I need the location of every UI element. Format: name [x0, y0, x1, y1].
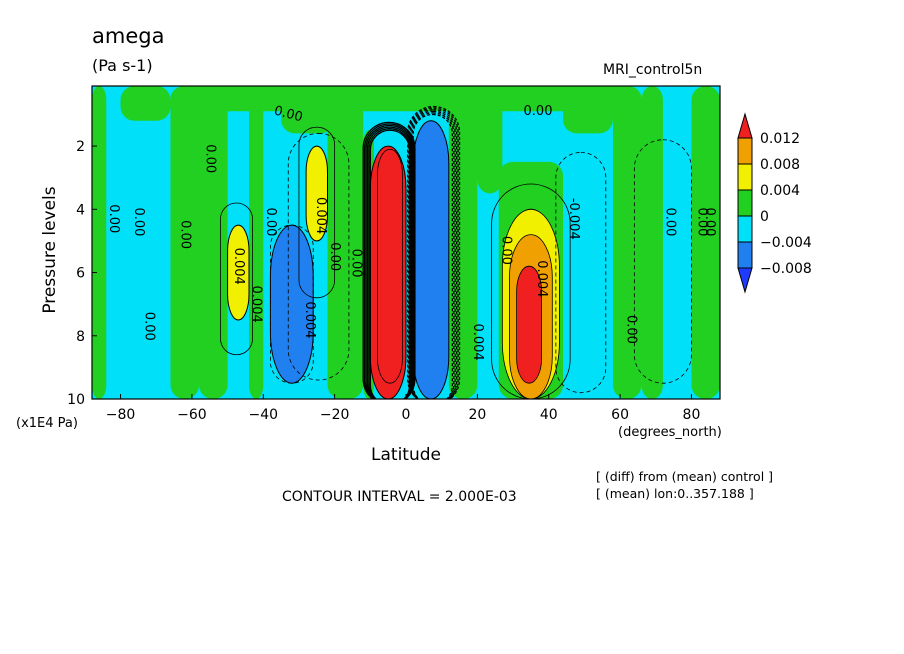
colorbar-label: 0	[760, 209, 769, 225]
x-axis-label: Latitude	[371, 445, 441, 465]
x-tick-label: −40	[248, 407, 278, 423]
contour-dashed	[287, 133, 350, 381]
colorbar-swatch	[737, 163, 753, 191]
contour-solid	[220, 202, 253, 356]
note-diff: [ (diff) from (mean) control ]	[596, 469, 774, 484]
y-tick-label: 10	[67, 392, 85, 408]
contour-label: 0.00	[272, 103, 304, 125]
contour-label: 0.00	[702, 207, 717, 236]
colorbar-label: 0.012	[760, 131, 800, 147]
neutral-band	[120, 86, 171, 121]
colorbar-swatch	[737, 241, 753, 269]
contour-solid	[298, 126, 336, 299]
neutral-band	[170, 86, 642, 112]
contour-label: 0.004	[534, 260, 549, 297]
colorbar-swatch	[737, 215, 753, 243]
contour-label: 0.00	[349, 249, 364, 278]
x-tick-label: 40	[540, 407, 558, 423]
x-tick-label: 80	[683, 407, 701, 423]
x-axis-unit: (degrees_north)	[618, 425, 722, 440]
y-tick-label: 6	[76, 266, 85, 282]
contour-ring	[368, 128, 412, 399]
colorbar: 0.012 0.008 0.004 0 −0.004 −0.008	[737, 112, 812, 294]
colorbar-label: 0.004	[760, 183, 800, 199]
colorbar-label: −0.008	[760, 261, 812, 277]
feature-positive-band-25S	[305, 145, 329, 242]
neutral-band	[170, 86, 200, 399]
x-tick-label: −20	[320, 407, 350, 423]
contour-ring-dashed	[410, 110, 456, 399]
colorbar-swatch	[737, 137, 753, 165]
contour-label: 0.00	[663, 207, 678, 236]
colorbar-label: 0.008	[760, 157, 800, 173]
colorbar-top-arrow	[737, 112, 753, 139]
y-axis-unit: (x1E4 Pa)	[16, 416, 78, 431]
x-tick-label: −80	[106, 407, 136, 423]
contour-ring-dashed	[407, 105, 461, 399]
contour-ring-dashed	[411, 112, 455, 399]
y-tick-label: 8	[76, 329, 85, 345]
neutral-band	[691, 86, 720, 399]
feature-core	[516, 265, 542, 384]
contour-interval: CONTOUR INTERVAL = 2.000E-03	[282, 489, 517, 505]
contour-label: -0.004	[566, 198, 581, 240]
contour-ring-dashed	[409, 109, 458, 399]
contour-label: 0.00	[524, 104, 553, 119]
x-tick-label: −60	[177, 407, 207, 423]
contour-dashed	[555, 151, 607, 394]
y-tick-label: 2	[76, 139, 85, 155]
contour-label: 0.004	[302, 301, 317, 338]
x-tick-label: 20	[468, 407, 486, 423]
contour-label: 0.00	[263, 207, 278, 236]
contour-label: 0.00	[106, 204, 121, 233]
contour-label: 0.00	[131, 207, 146, 236]
contour-label: 0.00	[498, 236, 513, 265]
neutral-band	[448, 86, 478, 399]
plot-area: 0.00 0.000.000.000.000.0040.0040.000.0040…	[92, 86, 720, 399]
y-axis: 2 4 6 8 10	[67, 139, 97, 408]
contour-ring-dashed	[408, 107, 459, 399]
contour-ring	[365, 124, 414, 399]
x-axis: −80 −60 −40 −20 0 20 40 60 80	[106, 394, 701, 423]
chart-units: (Pa s-1)	[92, 56, 153, 75]
contour-ring	[363, 123, 415, 399]
contour-label: 0.004	[231, 248, 246, 285]
chart-title: amega	[92, 24, 165, 48]
neutral-band	[612, 86, 642, 399]
contour-label: 0.00	[177, 220, 192, 249]
contour-label: 0.004	[313, 197, 328, 234]
y-tick-label: 4	[76, 202, 85, 218]
neutral-band	[199, 86, 228, 399]
contour-ring-dashed	[412, 113, 454, 399]
contour-label: 0.004	[249, 286, 264, 323]
colorbar-bottom-arrow	[737, 267, 753, 294]
colorbar-label: −0.004	[760, 235, 812, 251]
feature-positive-band-50S	[227, 224, 250, 321]
x-tick-label: 0	[402, 407, 411, 423]
contour-label: 0.004	[470, 323, 485, 360]
neutral-band	[327, 86, 364, 399]
run-label: MRI_control5n	[603, 62, 703, 78]
neutral-band	[249, 86, 264, 399]
neutral-band	[92, 86, 107, 399]
neutral-band	[477, 86, 503, 194]
colorbar-swatch	[737, 189, 753, 217]
contour-dashed	[633, 139, 692, 384]
contour-label: 0.00	[327, 242, 342, 271]
contour-label: 0.00	[623, 315, 638, 344]
feature-core	[377, 148, 403, 384]
feature-negative-core	[412, 120, 450, 399]
contour-dashed	[270, 224, 314, 384]
note-mean: [ (mean) lon:0..357.188 ]	[596, 486, 754, 501]
contour-solid	[491, 183, 571, 399]
neutral-band	[641, 86, 663, 399]
contour-label: 0.00	[202, 144, 217, 173]
contour-ring	[362, 121, 416, 399]
contour-label: 0.00	[142, 312, 157, 341]
x-tick-label: 60	[611, 407, 629, 423]
contour-label: 0.00	[695, 207, 710, 236]
